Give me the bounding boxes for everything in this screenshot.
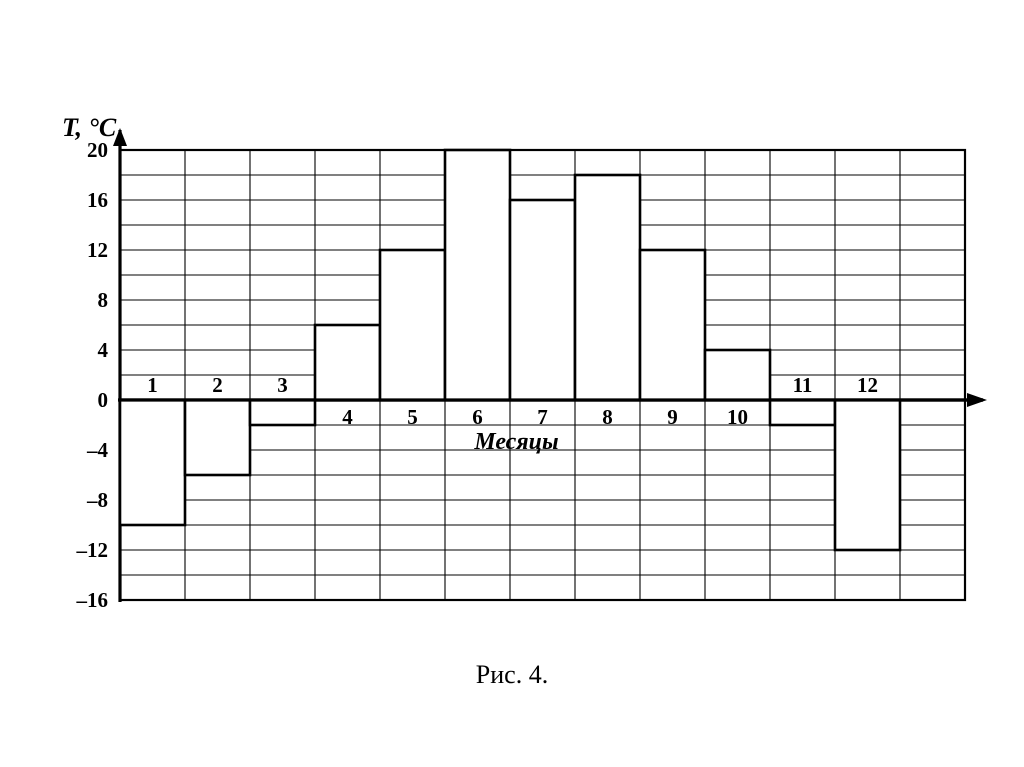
x-tick-label: 5 xyxy=(407,405,418,429)
y-tick-label: –12 xyxy=(76,538,109,562)
y-tick-label: –16 xyxy=(76,588,109,612)
x-tick-label: 3 xyxy=(277,373,288,397)
x-tick-label: 4 xyxy=(342,405,353,429)
x-tick-label: 10 xyxy=(727,405,748,429)
y-tick-label: 12 xyxy=(87,238,108,262)
x-tick-label: 2 xyxy=(212,373,223,397)
x-tick-label: 1 xyxy=(147,373,158,397)
x-tick-label: 7 xyxy=(537,405,548,429)
bar-month-4 xyxy=(315,325,380,400)
y-tick-label: –4 xyxy=(86,438,109,462)
y-axis-title: T, °C xyxy=(62,113,117,142)
bar-month-8 xyxy=(575,175,640,400)
y-tick-label: 0 xyxy=(98,388,109,412)
bar-month-10 xyxy=(705,350,770,400)
bar-month-11 xyxy=(770,400,835,425)
bar-month-9 xyxy=(640,250,705,400)
y-tick-label: 16 xyxy=(87,188,108,212)
y-tick-label: 4 xyxy=(98,338,109,362)
temperature-chart: 201612840–4–8–12–16123456789101112T, °CМ… xyxy=(0,0,1024,665)
figure-caption: Рис. 4. xyxy=(0,660,1024,690)
x-tick-label: 8 xyxy=(602,405,613,429)
bar-month-2 xyxy=(185,400,250,475)
bar-month-7 xyxy=(510,200,575,400)
bar-month-1 xyxy=(120,400,185,525)
bar-month-12 xyxy=(835,400,900,550)
x-axis-label: Месяцы xyxy=(473,429,558,455)
y-tick-label: 8 xyxy=(98,288,109,312)
bar-month-3 xyxy=(250,400,315,425)
x-tick-label: 9 xyxy=(667,405,678,429)
y-tick-label: –8 xyxy=(86,488,108,512)
x-tick-label: 6 xyxy=(472,405,483,429)
x-tick-label: 12 xyxy=(857,373,878,397)
bar-month-5 xyxy=(380,250,445,400)
x-tick-label: 11 xyxy=(793,373,813,397)
bar-month-6 xyxy=(445,150,510,400)
